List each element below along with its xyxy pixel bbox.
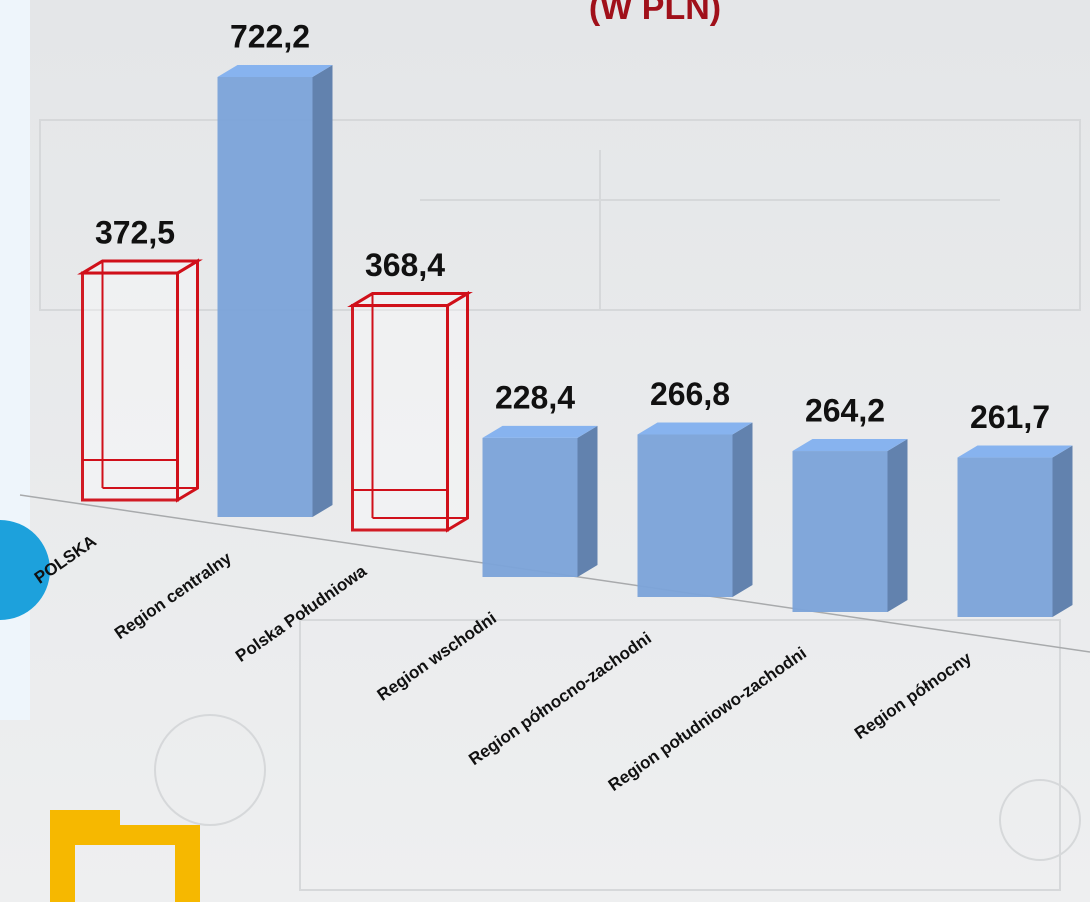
bar	[482, 425, 598, 577]
value-label: 722,2	[230, 18, 310, 54]
bar	[957, 445, 1073, 617]
value-label: 228,4	[495, 379, 575, 415]
bar-side	[577, 425, 598, 577]
background-circuit	[39, 119, 1081, 891]
bar	[792, 439, 908, 612]
bar-side	[176, 258, 199, 503]
bar	[217, 65, 333, 517]
bar-top	[347, 292, 473, 308]
bar-top	[217, 65, 333, 77]
logo-circle	[0, 520, 50, 620]
bar-front	[482, 437, 578, 577]
value-label: 368,4	[365, 247, 445, 283]
bar-front	[637, 434, 733, 597]
logo-shape	[50, 810, 200, 902]
bar-side	[1052, 445, 1073, 617]
bar-front	[81, 271, 179, 502]
bar	[77, 258, 203, 503]
bar-front	[792, 451, 888, 612]
value-label: 372,5	[95, 215, 175, 251]
bar-front	[217, 77, 313, 517]
value-label: 266,8	[650, 376, 730, 412]
bar-side	[312, 65, 333, 517]
bar	[347, 290, 473, 533]
bar-top	[957, 445, 1073, 458]
bar-side	[446, 290, 469, 533]
bar-front	[351, 304, 449, 532]
chart-title: (W PLN)	[589, 0, 721, 27]
bar-top	[77, 259, 203, 275]
bar	[637, 422, 753, 597]
bar-top	[482, 425, 598, 438]
bar-side	[887, 439, 908, 612]
bar-front	[957, 457, 1053, 617]
bar-top	[637, 422, 753, 435]
value-label: 264,2	[805, 392, 885, 428]
bar-side	[732, 422, 753, 597]
value-label: 261,7	[970, 399, 1050, 435]
bar-top	[792, 439, 908, 452]
